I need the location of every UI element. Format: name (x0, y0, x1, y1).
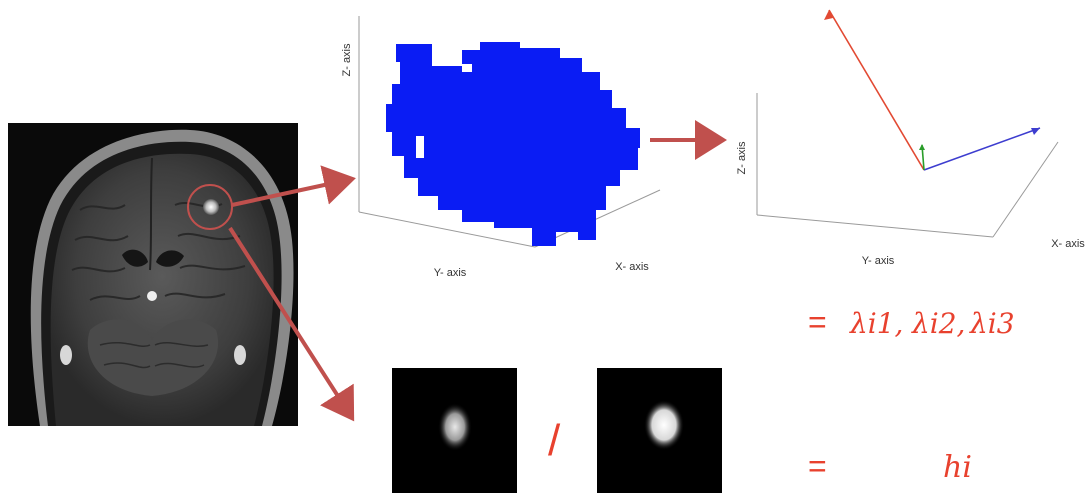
mri-image (8, 123, 298, 426)
eigen-y-axis-label: Y- axis (862, 255, 895, 267)
voxel-plot: Z- axis Y- axis X- axis (341, 16, 661, 279)
eigenvector-red (828, 9, 925, 171)
lesion-spot (203, 199, 219, 215)
lambda-i3: λi3 (969, 307, 1015, 340)
eigen-plot: Z- axis Y- axis X- axis (736, 9, 1085, 267)
arrow-to-voxel-plot (231, 165, 356, 207)
voxel-z-axis-label: Z- axis (341, 43, 353, 77)
lambda-i2: λi2, (911, 307, 965, 340)
lambda-i1: λi1, (849, 307, 903, 340)
voxel-x-axis-label: X- axis (615, 261, 649, 273)
h-equals-sign: = (808, 448, 827, 484)
lesion-highlight-circle (187, 184, 233, 230)
h-i-symbol: hi (943, 450, 972, 485)
eigen-x-axis-label: X- axis (1051, 238, 1085, 250)
arrow-to-intensity-images (228, 226, 355, 422)
voxel-cloud (386, 42, 640, 246)
intensity-image-left (392, 368, 517, 493)
intensity-image-right (597, 368, 722, 493)
eigen-equals-sign: = (808, 304, 827, 340)
eigenvector-blue (923, 127, 1041, 171)
voxel-y-axis-label: Y- axis (434, 267, 467, 279)
ratio-divider: / (548, 416, 561, 465)
eigen-z-axis-label: Z- axis (736, 141, 748, 175)
eigenvalue-formula: = λi1, λi2, λi3 (808, 304, 1015, 340)
h-formula: = hi (808, 448, 972, 485)
